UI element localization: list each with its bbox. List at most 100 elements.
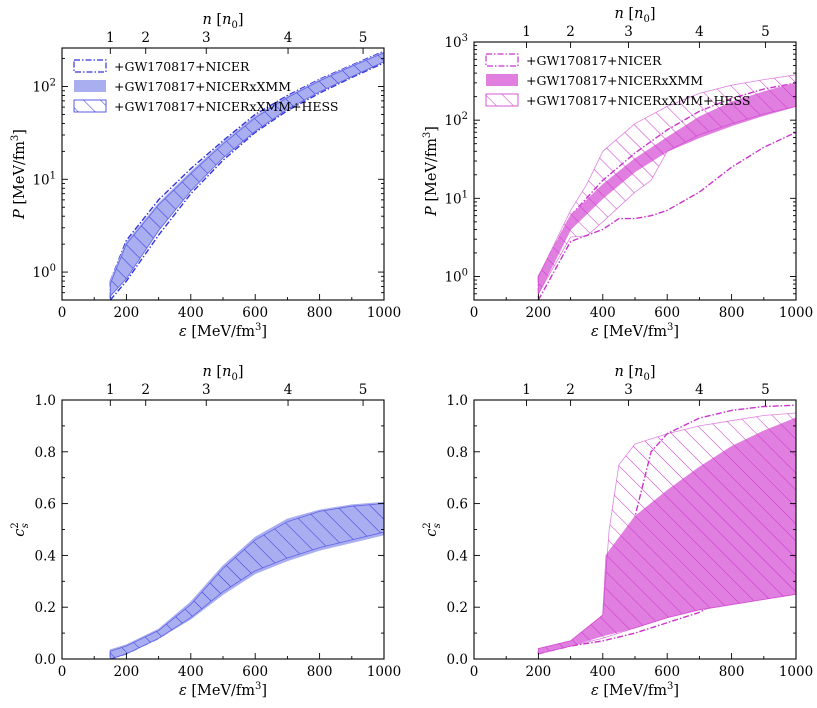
top-tick-label: 4 (695, 24, 704, 40)
x-tick-label: 200 (526, 305, 552, 321)
plot-area (537, 74, 796, 300)
top-tick-label: 3 (624, 382, 633, 398)
top-axis-label: n [n0] (614, 6, 655, 25)
y-axis-label: P [MeV/fm3] (10, 129, 28, 220)
y-tick-label: 0.0 (447, 652, 468, 668)
y-axis-label: P [MeV/fm3] (422, 126, 440, 217)
legend-swatch-fill (486, 74, 518, 86)
top-tick-label: 1 (106, 30, 115, 46)
band-dashdot-lower (537, 131, 796, 300)
y-axis-label: c2s (10, 522, 31, 537)
y-tick-label: 1.0 (35, 393, 56, 409)
y-axis-label: c2s (422, 522, 443, 537)
y-tick-label: 0.4 (447, 548, 468, 564)
plot-area (109, 50, 384, 300)
legend-swatch-hatch (485, 93, 519, 107)
top-tick-label: 1 (106, 382, 115, 398)
x-axis-label: ε [MeV/fm3] (179, 681, 267, 699)
x-tick-label: 0 (470, 305, 479, 321)
top-axis-label: n [n0] (614, 364, 655, 383)
top-tick-label: 2 (566, 382, 575, 398)
top-tick-label: 2 (141, 30, 150, 46)
panel-sound-speed-magenta: 0 200 400 600 800 1000 1 2 3 4 5 n [n0] 0.0 0.2 0.4 0.6… (422, 364, 813, 699)
y-tick-label: 100 (32, 263, 56, 281)
x-tick-label: 0 (58, 664, 67, 680)
x-tick-label: 600 (242, 305, 268, 321)
x-axis-label: ε [MeV/fm3] (591, 322, 679, 340)
band-hatch (109, 52, 384, 298)
y-tick-label: 103 (444, 33, 468, 51)
top-tick-label: 4 (284, 30, 293, 46)
legend-label: +GW170817+NICERxXMM (114, 79, 291, 94)
panel-pressure-magenta: 0 200 400 600 800 1000 1 2 3 4 5 n [n0] 100 101 102 103… (422, 6, 813, 340)
plot-area (109, 501, 384, 659)
band-dashdot-lower (109, 62, 384, 300)
x-tick-label: 400 (590, 305, 616, 321)
top-tick-label: 5 (359, 382, 368, 398)
legend-label: +GW170817+NICERxXMM (526, 73, 703, 88)
x-tick-label: 200 (114, 664, 140, 680)
x-tick-label: 200 (526, 664, 552, 680)
y-tick-label: 0.8 (35, 445, 56, 461)
x-tick-label: 600 (654, 664, 680, 680)
x-tick-label: 800 (307, 664, 333, 680)
y-tick-label: 102 (444, 111, 468, 129)
top-tick-label: 2 (141, 382, 150, 398)
band-hatch (538, 412, 796, 655)
y-tick-label: 101 (444, 189, 468, 207)
legend-label: +GW170817+NICERxXMM+HESS (526, 93, 750, 108)
top-tick-label: 4 (695, 382, 704, 398)
band-hatch (109, 503, 384, 659)
x-tick-label: 600 (654, 305, 680, 321)
top-axis-label: n [n0] (202, 12, 243, 31)
top-tick-label: 3 (202, 30, 211, 46)
top-tick-label: 5 (359, 30, 368, 46)
x-tick-label: 1000 (367, 664, 401, 680)
y-tick-label: 0.6 (447, 497, 468, 513)
legend-swatch-dashdot (485, 53, 519, 67)
x-axis-label: ε [MeV/fm3] (591, 681, 679, 699)
y-tick-label: 102 (32, 78, 56, 96)
x-tick-label: 1000 (779, 664, 813, 680)
x-tick-label: 0 (470, 664, 479, 680)
top-tick-label: 3 (202, 382, 211, 398)
top-axis-label: n [n0] (202, 364, 243, 383)
y-tick-label: 0.2 (447, 600, 468, 616)
x-tick-label: 0 (58, 305, 67, 321)
y-tick-label: 101 (32, 170, 56, 188)
top-tick-label: 5 (761, 382, 770, 398)
x-tick-label: 400 (178, 664, 204, 680)
legend-swatch-hatch (73, 99, 107, 113)
x-tick-label: 800 (307, 305, 333, 321)
y-tick-label: 0.2 (35, 600, 56, 616)
y-tick-label: 0.0 (35, 652, 56, 668)
y-tick-label: 100 (444, 267, 468, 285)
top-tick-label: 3 (624, 24, 633, 40)
plot-area (537, 404, 796, 655)
legend-swatch-dashdot (73, 59, 107, 73)
y-tick-label: 0.8 (447, 445, 468, 461)
band-hatch (538, 74, 796, 296)
top-tick-label: 1 (522, 24, 531, 40)
legend-label: +GW170817+NICER (526, 53, 662, 68)
top-tick-label: 2 (566, 24, 575, 40)
x-tick-label: 1000 (367, 305, 401, 321)
legend-label: +GW170817+NICER (114, 59, 250, 74)
x-tick-label: 800 (719, 305, 745, 321)
y-tick-label: 0.6 (35, 497, 56, 513)
legend-label: +GW170817+NICERxXMM+HESS (114, 99, 338, 114)
legend: +GW170817+NICER +GW170817+NICERxXMM +GW170… (73, 59, 338, 114)
x-tick-label: 1000 (779, 305, 813, 321)
top-tick-label: 4 (284, 382, 293, 398)
panel-sound-speed-blue: 0 200 400 600 800 1000 1 2 3 4 5 n [n0] 0.0 0.2 0.4 0.6… (10, 364, 401, 699)
y-tick-label: 0.4 (35, 548, 56, 564)
x-tick-label: 400 (178, 305, 204, 321)
band-dashdot-upper (109, 50, 384, 282)
legend: +GW170817+NICER +GW170817+NICERxXMM +GW170… (485, 53, 750, 108)
panel-pressure-blue: 0 200 400 600 800 1000 1 2 3 4 5 n [n0] 100 101 102 ε [… (10, 12, 401, 340)
x-tick-label: 800 (719, 664, 745, 680)
y-tick-label: 1.0 (447, 393, 468, 409)
legend-swatch-fill (74, 80, 106, 92)
x-axis-label: ε [MeV/fm3] (179, 322, 267, 340)
